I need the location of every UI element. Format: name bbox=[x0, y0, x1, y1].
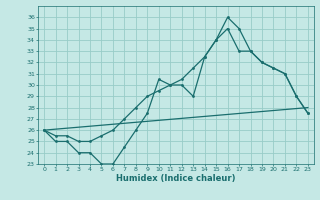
X-axis label: Humidex (Indice chaleur): Humidex (Indice chaleur) bbox=[116, 174, 236, 183]
